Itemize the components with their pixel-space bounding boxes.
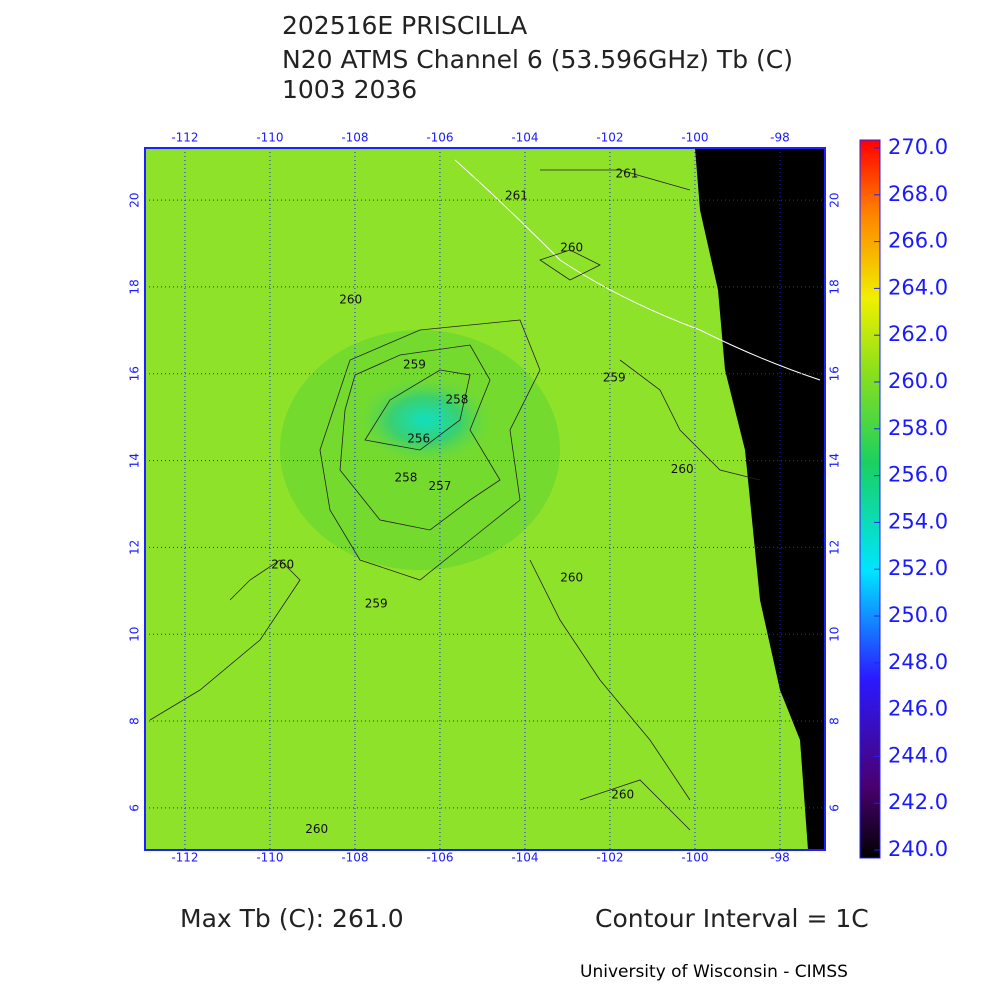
lon-label: -98 (770, 851, 790, 865)
contour-label: 260 (560, 570, 583, 584)
lon-label: -106 (426, 131, 453, 145)
contour-label: 260 (339, 292, 362, 306)
lat-label: 8 (828, 717, 842, 725)
lat-label: 20 (128, 192, 142, 207)
lat-label: 10 (128, 627, 142, 642)
lon-label: -102 (596, 131, 623, 145)
contour-label: 260 (305, 822, 328, 836)
lat-label: 16 (128, 366, 142, 381)
land (695, 148, 825, 850)
contour-interval: Contour Interval = 1C (595, 904, 869, 933)
contours (149, 169, 761, 831)
contour-label: 259 (403, 358, 426, 372)
lat-label: 18 (828, 279, 842, 294)
colorbar-label: 260.0 (888, 369, 948, 393)
contour-label: 260 (271, 557, 294, 571)
colorbar-label: 240.0 (888, 837, 948, 861)
lat-label: 10 (828, 627, 842, 642)
contour-label: 259 (603, 371, 626, 385)
lat-label: 18 (128, 279, 142, 294)
contour-label: 259 (365, 596, 388, 610)
lon-label: -100 (681, 851, 708, 865)
lat-label: 14 (128, 453, 142, 468)
colorbar-label: 266.0 (888, 229, 948, 253)
lat-label: 12 (828, 540, 842, 555)
lon-label: -102 (596, 851, 623, 865)
colorbar (859, 139, 881, 859)
coastline (454, 159, 821, 381)
colorbar-label: 270.0 (888, 135, 948, 159)
colorbar-label: 256.0 (888, 463, 948, 487)
lon-label: -98 (770, 131, 790, 145)
contour-label: 261 (505, 188, 528, 202)
contour-label: 261 (615, 167, 638, 181)
contour-label: 258 (445, 392, 468, 406)
colorbar-label: 242.0 (888, 790, 948, 814)
lon-label: -112 (171, 131, 198, 145)
lon-label: -112 (171, 851, 198, 865)
cold-core (355, 375, 495, 465)
lon-label: -110 (256, 131, 283, 145)
colorbar-label: 252.0 (888, 556, 948, 580)
colorbar-label: 254.0 (888, 509, 948, 533)
lat-label: 6 (128, 804, 142, 812)
colorbar-label: 248.0 (888, 650, 948, 674)
contour-label: 260 (560, 240, 583, 254)
lon-label: -106 (426, 851, 453, 865)
lat-label: 16 (828, 366, 842, 381)
contour-label: 258 (394, 470, 417, 484)
colorbar-label: 268.0 (888, 182, 948, 206)
lat-label: 8 (128, 717, 142, 725)
lat-label: 6 (828, 804, 842, 812)
lon-label: -110 (256, 851, 283, 865)
lon-label: -100 (681, 131, 708, 145)
lat-label: 12 (128, 540, 142, 555)
colorbar-label: 244.0 (888, 743, 948, 767)
colorbar-label: 262.0 (888, 322, 948, 346)
lat-label: 20 (828, 192, 842, 207)
contour-label: 257 (428, 479, 451, 493)
colorbar-label: 246.0 (888, 697, 948, 721)
contour-label: 260 (611, 787, 634, 801)
max-tb: Max Tb (C): 261.0 (180, 904, 404, 933)
colorbar-label: 264.0 (888, 275, 948, 299)
title: 202516E PRISCILLA (282, 11, 527, 40)
subtitle: N20 ATMS Channel 6 (53.596GHz) Tb (C) (282, 45, 793, 74)
time: 1003 2036 (282, 75, 417, 104)
colorbar-label: 250.0 (888, 603, 948, 627)
colorbar-label: 258.0 (888, 416, 948, 440)
contour-label: 256 (407, 431, 430, 445)
lon-label: -104 (511, 851, 538, 865)
lon-label: -104 (511, 131, 538, 145)
lon-label: -108 (341, 851, 368, 865)
credit: University of Wisconsin - CIMSS (580, 962, 848, 982)
lon-label: -108 (341, 131, 368, 145)
map-frame (144, 147, 826, 851)
lat-label: 14 (828, 453, 842, 468)
contour-label: 260 (671, 462, 694, 476)
